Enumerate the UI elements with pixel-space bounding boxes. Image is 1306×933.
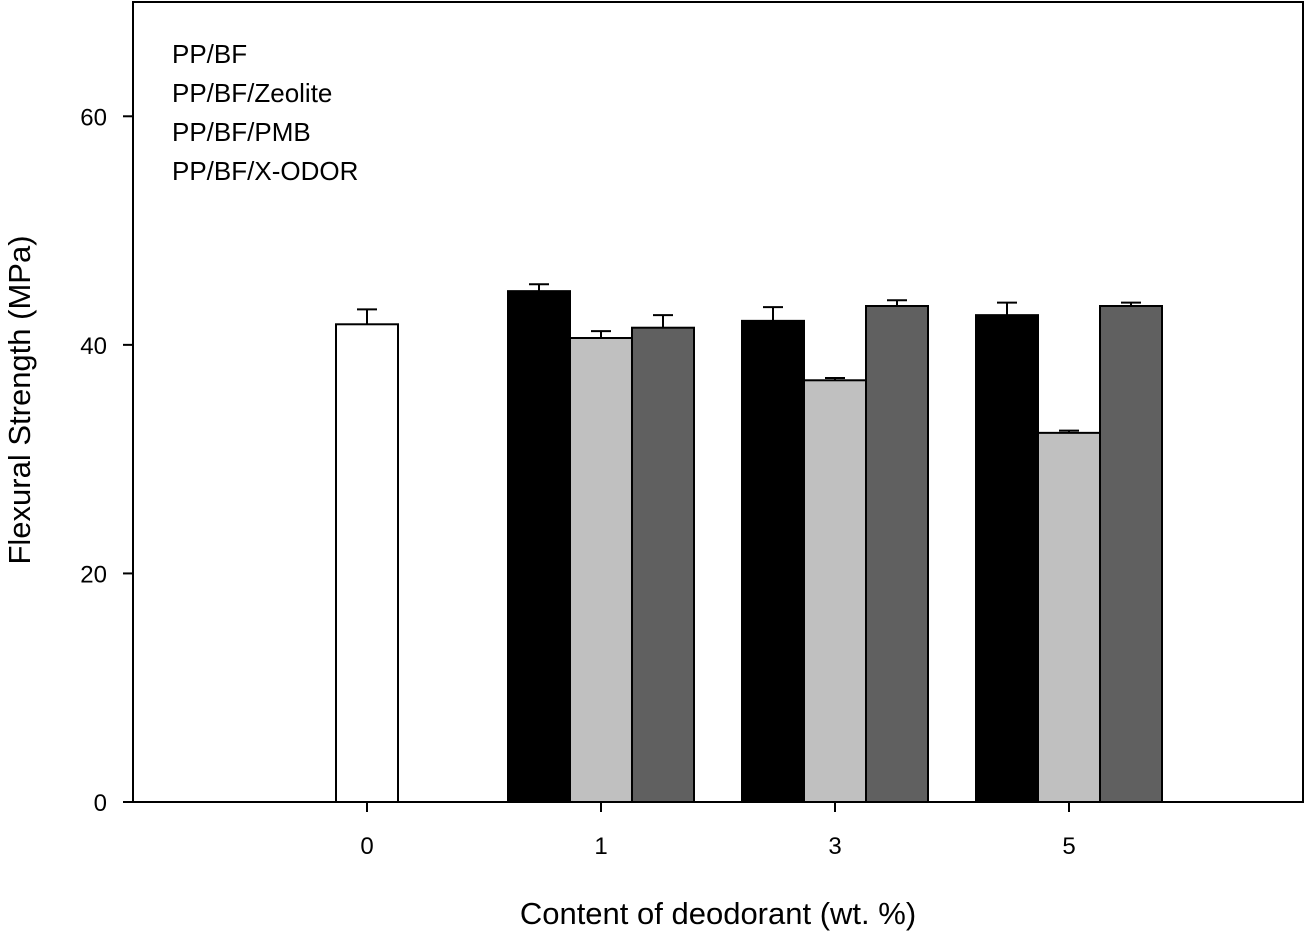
bar-pp-bf-zeolite-3 (741, 319, 805, 803)
x-tick-label: 0 (360, 833, 373, 860)
bar-pp-bf-x-odor-3 (865, 305, 929, 803)
bar-pp-bf-zeolite-1 (507, 290, 571, 803)
x-tick-label: 5 (1062, 833, 1075, 860)
bar-pp-bf-x-odor-5 (1099, 305, 1163, 803)
x-axis-title: Content of deodorant (wt. %) (520, 896, 916, 931)
y-axis-ticks: 0 20 40 60 (80, 104, 133, 817)
plot-frame (132, 1, 1304, 803)
legend-entry: PP/BF/X-ODOR (172, 156, 358, 186)
x-tick-label: 3 (828, 833, 841, 860)
bar-pp-bf-zeolite-5 (975, 314, 1039, 803)
x-tick-label: 1 (594, 833, 607, 860)
bars (335, 283, 1163, 803)
bar-pp-bf-pmb-1 (569, 337, 633, 803)
bar-pp-bf-x-odor-1 (631, 326, 695, 803)
bar-pp-bf-pmb-3 (803, 379, 867, 803)
y-axis-title: Flexural Strength (MPa) (2, 235, 37, 564)
legend-entry: PP/BF (172, 39, 247, 69)
legend-entry: PP/BF/Zeolite (172, 78, 332, 108)
legend-entry: PP/BF/PMB (172, 117, 311, 147)
x-axis-ticks: 0 1 3 5 (360, 802, 1076, 860)
bar-pp-bf-pmb-5 (1037, 431, 1101, 803)
y-tick-label: 0 (94, 790, 107, 817)
y-tick-label: 40 (80, 333, 107, 360)
y-tick-label: 60 (80, 104, 107, 131)
bar-pp-bf-0 (335, 323, 399, 803)
legend: PP/BF PP/BF/Zeolite PP/BF/PMB PP/BF/X-ODOR (172, 39, 358, 186)
y-tick-label: 20 (80, 561, 107, 588)
